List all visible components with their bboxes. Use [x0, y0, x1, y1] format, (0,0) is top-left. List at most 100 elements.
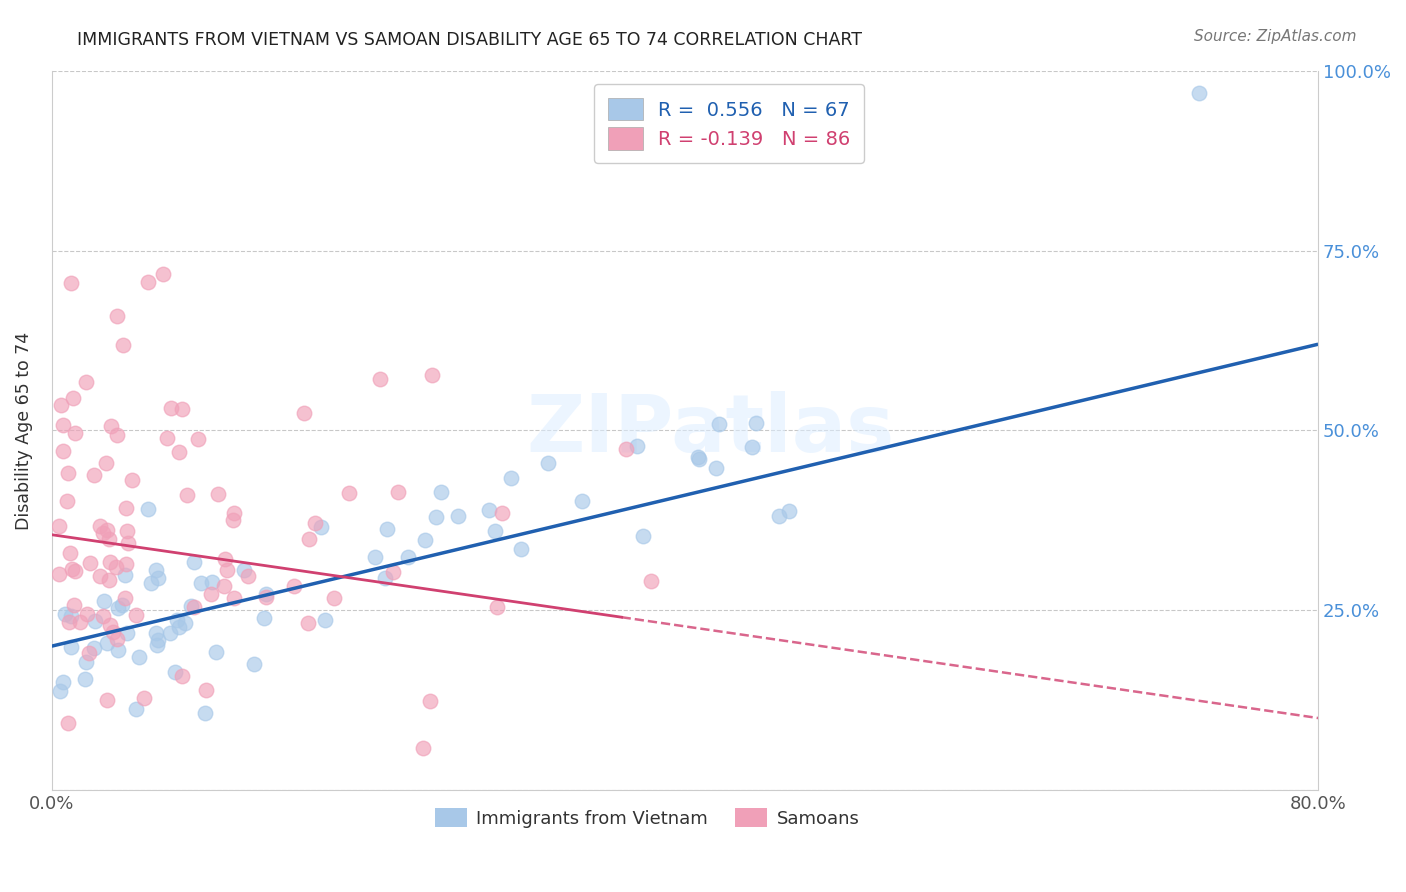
Point — [174, 616, 197, 631]
Point — [69, 615, 91, 629]
Point — [139, 575, 162, 590]
Point — [183, 599, 205, 614]
Point — [165, 665, 187, 679]
Point — [195, 682, 218, 697]
Point — [187, 432, 209, 446]
Point — [56, 716, 79, 731]
Text: IMMIGRANTS FROM VIETNAM VS SAMOAN DISABILITY AGE 65 TO 74 CORRELATION CHART: IMMIGRANTS FROM VIETNAM VS SAMOAN DISABI… — [77, 31, 862, 49]
Point — [114, 591, 136, 605]
Point — [499, 471, 522, 485]
Point — [128, 650, 150, 665]
Point — [419, 694, 441, 708]
Point — [73, 673, 96, 687]
Point — [364, 550, 387, 565]
Point — [156, 431, 179, 445]
Text: Source: ZipAtlas.com: Source: ZipAtlas.com — [1194, 29, 1357, 45]
Point — [83, 468, 105, 483]
Point — [145, 638, 167, 652]
Point — [152, 267, 174, 281]
Point — [309, 520, 332, 534]
Point — [183, 555, 205, 569]
Point — [104, 559, 127, 574]
Point — [98, 618, 121, 632]
Point — [93, 525, 115, 540]
Point — [91, 608, 114, 623]
Point — [75, 375, 97, 389]
Point — [125, 701, 148, 715]
Point — [194, 706, 217, 720]
Point — [207, 487, 229, 501]
Point — [283, 579, 305, 593]
Point — [491, 506, 513, 520]
Point — [112, 338, 135, 352]
Point — [375, 522, 398, 536]
Point — [84, 614, 107, 628]
Point — [53, 607, 76, 621]
Point — [190, 575, 212, 590]
Point — [768, 508, 790, 523]
Legend: Immigrants from Vietnam, Samoans: Immigrants from Vietnam, Samoans — [427, 800, 866, 835]
Point — [51, 398, 73, 412]
Point — [145, 563, 167, 577]
Point — [222, 513, 245, 527]
Point — [107, 643, 129, 657]
Point — [89, 569, 111, 583]
Point — [96, 456, 118, 470]
Point — [413, 533, 436, 547]
Point — [89, 518, 111, 533]
Point — [170, 668, 193, 682]
Point — [97, 573, 120, 587]
Point — [254, 587, 277, 601]
Point — [49, 684, 72, 698]
Point — [105, 427, 128, 442]
Point — [688, 451, 710, 466]
Point — [107, 310, 129, 324]
Point — [640, 574, 662, 588]
Point — [59, 546, 82, 560]
Point — [314, 614, 336, 628]
Point — [59, 609, 82, 624]
Y-axis label: Disability Age 65 to 74: Disability Age 65 to 74 — [15, 332, 32, 530]
Point — [58, 466, 80, 480]
Point — [709, 417, 731, 431]
Point — [146, 632, 169, 647]
Point — [509, 541, 531, 556]
Point — [107, 632, 129, 646]
Point — [297, 615, 319, 630]
Point — [145, 625, 167, 640]
Point — [62, 391, 84, 405]
Point — [52, 444, 75, 458]
Point — [484, 524, 506, 539]
Point — [238, 568, 260, 582]
Point — [745, 416, 768, 430]
Point — [292, 406, 315, 420]
Point — [77, 646, 100, 660]
Point — [741, 440, 763, 454]
Point — [98, 555, 121, 569]
Point — [115, 524, 138, 538]
Point — [59, 276, 82, 290]
Point — [136, 276, 159, 290]
Point — [60, 562, 83, 576]
Point — [201, 574, 224, 589]
Point — [176, 488, 198, 502]
Point — [114, 567, 136, 582]
Point — [486, 600, 509, 615]
Point — [98, 532, 121, 546]
Point — [160, 401, 183, 416]
Point — [172, 402, 194, 417]
Point — [132, 691, 155, 706]
Point — [537, 456, 560, 470]
Point — [180, 599, 202, 613]
Point — [48, 519, 70, 533]
Point — [374, 571, 396, 585]
Point — [298, 532, 321, 546]
Point — [571, 494, 593, 508]
Point — [686, 450, 709, 464]
Point — [167, 445, 190, 459]
Point — [631, 529, 654, 543]
Point — [52, 417, 75, 432]
Point — [232, 563, 254, 577]
Point — [222, 506, 245, 520]
Point — [79, 556, 101, 570]
